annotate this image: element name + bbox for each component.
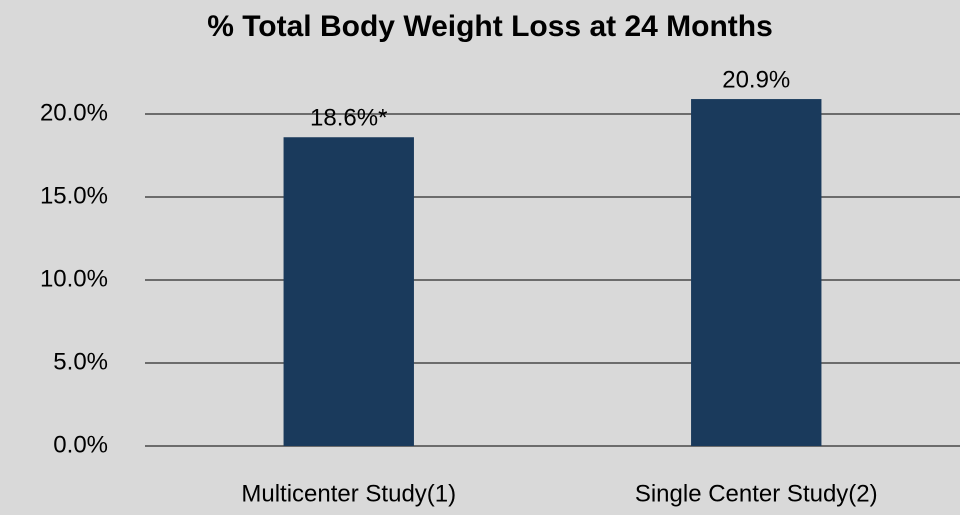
y-tick-label: 0.0%	[53, 431, 108, 458]
bar	[691, 99, 822, 446]
y-tick-label: 10.0%	[40, 265, 108, 292]
y-tick-label: 15.0%	[40, 182, 108, 209]
bar	[283, 137, 414, 447]
y-tick-label: 5.0%	[53, 348, 108, 375]
data-label: 20.9%	[722, 66, 790, 93]
x-tick-label: Single Center Study(2)	[635, 480, 878, 507]
x-tick-label: Multicenter Study(1)	[241, 480, 456, 507]
data-label: 18.6%*	[310, 105, 387, 132]
y-tick-label: 20.0%	[40, 99, 108, 126]
chart-title: % Total Body Weight Loss at 24 Months	[207, 10, 773, 43]
